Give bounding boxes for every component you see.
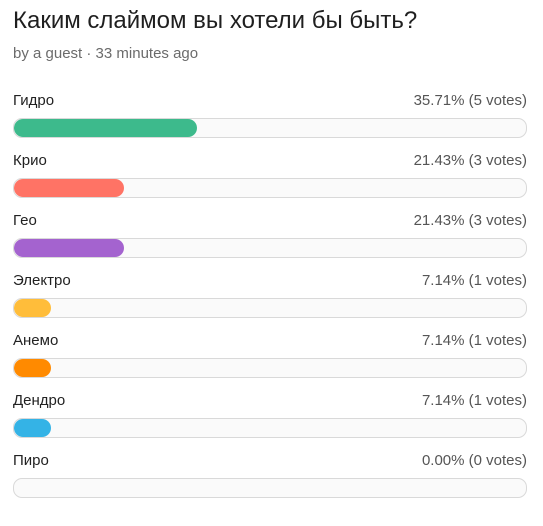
poll-options: Гидро 35.71% (5 votes) Крио 21.43% (3 vo… [13,91,527,511]
option-label: Крио [13,152,47,169]
progress-bar [13,298,527,318]
option-stats: 7.14% (1 votes) [421,392,527,409]
progress-bar [13,478,527,498]
progress-bar-fill [14,359,51,377]
progress-bar-fill [14,179,124,197]
option-label: Пиро [13,452,49,469]
progress-bar [13,418,527,438]
poll-option: Электро 7.14% (1 votes) [13,271,527,331]
progress-bar [13,358,527,378]
poll-results: Каким слаймом вы хотели бы быть? by a gu… [13,0,527,511]
option-stats: 0.00% (0 votes) [421,452,527,469]
option-stats: 7.14% (1 votes) [421,332,527,349]
poll-option: Пиро 0.00% (0 votes) [13,451,527,511]
progress-bar-fill [14,299,51,317]
progress-bar-fill [14,119,197,137]
option-stats: 7.14% (1 votes) [421,272,527,289]
progress-bar [13,178,527,198]
poll-option: Дендро 7.14% (1 votes) [13,391,527,451]
poll-option: Анемо 7.14% (1 votes) [13,331,527,391]
option-label: Анемо [13,332,59,349]
option-stats: 35.71% (5 votes) [413,92,527,109]
option-stats: 21.43% (3 votes) [413,212,527,229]
option-stats: 21.43% (3 votes) [413,152,527,169]
poll-option: Крио 21.43% (3 votes) [13,151,527,211]
poll-meta: by a guest · 33 minutes ago [13,45,199,62]
progress-bar-fill [14,239,124,257]
progress-bar [13,238,527,258]
progress-bar [13,118,527,138]
poll-title: Каким слаймом вы хотели бы быть? [13,7,418,34]
option-label: Дендро [13,392,66,409]
poll-option: Гидро 35.71% (5 votes) [13,91,527,151]
option-label: Электро [13,272,71,289]
option-label: Гидро [13,92,55,109]
option-label: Гео [13,212,37,229]
poll-option: Гео 21.43% (3 votes) [13,211,527,271]
progress-bar-fill [14,419,51,437]
